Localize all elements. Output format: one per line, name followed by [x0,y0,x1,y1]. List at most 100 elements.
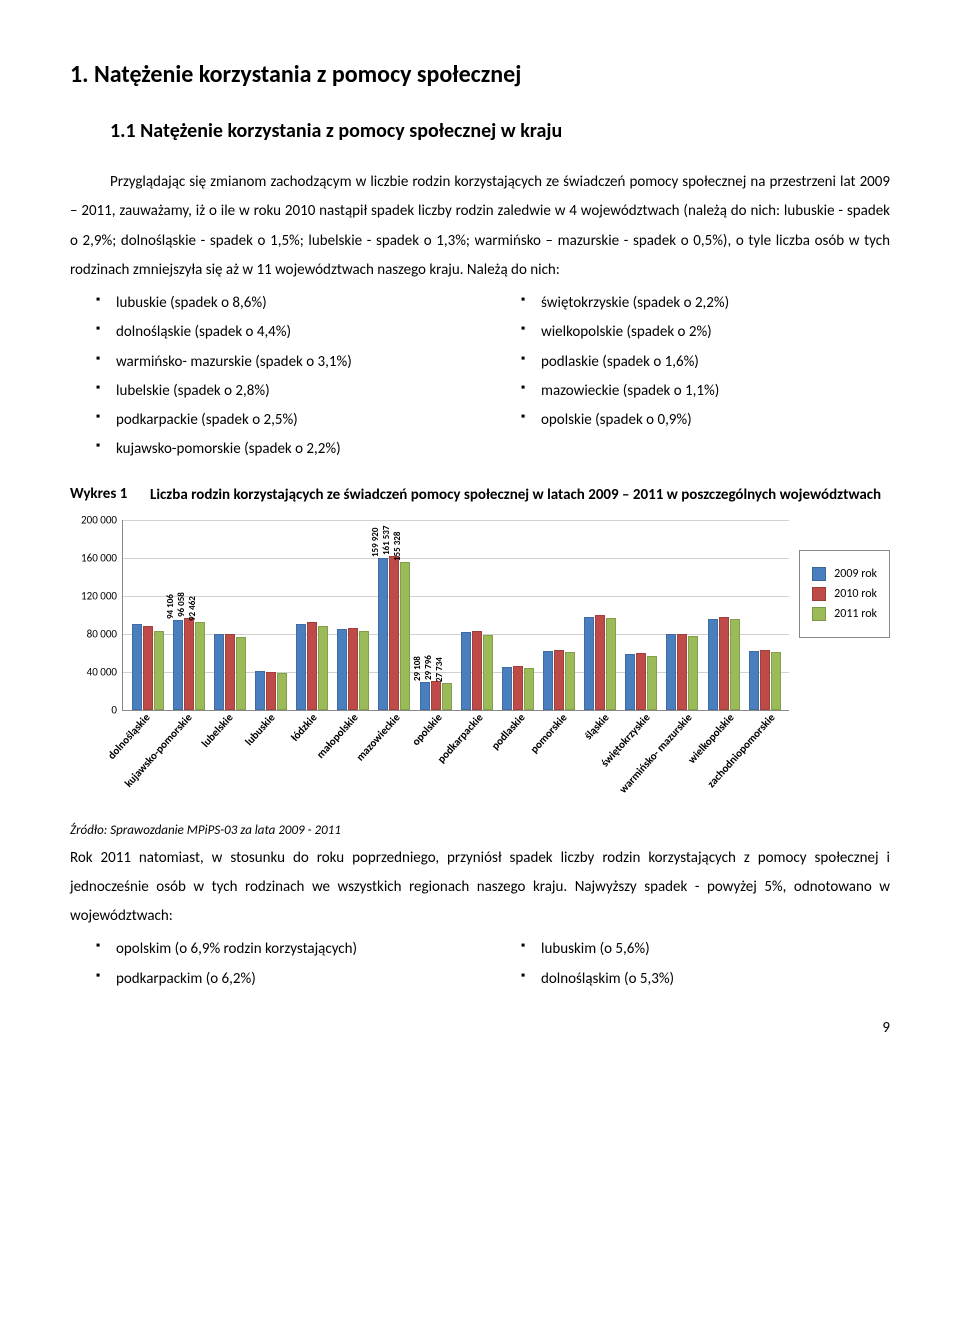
bar-group [621,520,662,710]
list-item: wielkopolskie (spadek o 2%) [495,318,890,347]
legend-item: 2010 rok [812,587,877,601]
legend-swatch [812,607,826,621]
bar [647,656,657,709]
list-item: warmińsko- mazurskie (spadek o 3,1%) [70,348,465,377]
y-tick-label: 40 000 [65,665,117,678]
bar-group [744,520,785,710]
bar: 27 734 [442,683,452,709]
bar [625,654,635,709]
legend-swatch [812,567,826,581]
decline-list-2: opolskim (o 6,9% rodzin korzystających)p… [70,935,890,994]
chart-number: Wykres 1 [70,485,150,506]
bar [296,624,306,710]
chart-source: Źródło: Sprawozdanie MPiPS-03 za lata 20… [70,823,890,838]
bar-value-label: 29 108 [412,656,423,681]
bar [307,622,317,709]
chart-plot-area: 040 00080 000120 000160 000200 00094 106… [122,520,789,711]
bar-value-label: 96 058 [176,592,187,617]
bar-group [209,520,250,710]
legend-label: 2010 rok [834,587,877,601]
bar [666,634,676,710]
bar-group: 159 920161 537155 328 [374,520,415,710]
bar-group [333,520,374,710]
bar [595,615,605,709]
bar [749,651,759,710]
list-item: dolnośląskim (o 5,3%) [495,965,890,994]
bar [708,619,718,709]
list-item: podkarpackim (o 6,2%) [70,965,465,994]
list-item: lubuskie (spadek o 8,6%) [70,289,465,318]
bar [154,631,164,710]
bar [337,629,347,710]
list-item: lubuskim (o 5,6%) [495,935,890,964]
bar [636,653,646,709]
bar [565,652,575,710]
legend-item: 2009 rok [812,567,877,581]
chart-x-axis: dolnośląskiekujawsko-pomorskielubelskiel… [122,711,789,811]
bar-group [703,520,744,710]
bar [730,619,740,709]
bar [277,673,287,709]
bar: 155 328 [400,562,410,710]
decline-list-1: lubuskie (spadek o 8,6%)dolnośląskie (sp… [70,289,890,465]
x-tick-label: lubelskie [199,711,236,750]
paragraph-2: Rok 2011 natomiast, w stosunku do roku p… [70,844,890,932]
heading-2: 1.1 Natężenie korzystania z pomocy społe… [110,119,890,143]
bar [225,634,235,709]
bar-group [456,520,497,710]
x-tick-label: łódzkie [288,711,319,744]
bar [584,617,594,709]
chart-legend: 2009 rok 2010 rok 2011 rok [799,550,890,638]
bar [236,637,246,709]
bar [513,666,523,710]
bar-group [580,520,621,710]
chart-caption: Wykres 1 Liczba rodzin korzystających ze… [70,485,890,506]
x-tick-label: lubuskie [242,711,277,748]
bar [688,636,698,709]
bar-group: 94 10696 05892 462 [168,520,209,710]
bar: 159 920 [378,558,388,710]
bar [255,671,265,710]
heading-1: 1. Natężenie korzystania z pomocy społec… [70,60,890,89]
bar-value-label: 92 462 [187,596,198,621]
bar [677,634,687,710]
paragraph-1: Przyglądając się zmianom zachodzącym w l… [70,168,890,285]
y-tick-label: 80 000 [65,627,117,640]
bar [502,667,512,710]
bar [214,634,224,710]
bar [771,652,781,710]
chart-title: Liczba rodzin korzystających ze świadcze… [150,485,881,506]
bar-group [497,520,538,710]
bar: 161 537 [389,556,399,709]
bar [760,650,770,710]
bar-chart: 040 00080 000120 000160 000200 00094 106… [70,520,890,811]
bar [461,632,471,710]
bar [719,617,729,709]
bar-value-label: 27 734 [434,657,445,682]
bar [359,631,369,710]
legend-label: 2009 rok [834,567,877,581]
bar-group [127,520,168,710]
list-item: podkarpackie (spadek o 2,5%) [70,406,465,435]
x-tick-label: opolskie [409,711,444,748]
legend-item: 2011 rok [812,607,877,621]
bar: 94 106 [173,620,183,709]
bar-group [538,520,579,710]
list-item: opolskim (o 6,9% rodzin korzystających) [70,935,465,964]
x-tick-label: śląskie [581,711,611,742]
y-tick-label: 160 000 [65,551,117,564]
bar-value-label: 161 537 [381,526,392,555]
bar: 29 108 [420,682,430,710]
bar [543,651,553,710]
bar-value-label: 29 796 [423,655,434,680]
list-item: świętokrzyskie (spadek o 2,2%) [495,289,890,318]
bar-group [662,520,703,710]
bar-group [250,520,291,710]
y-tick-label: 0 [65,703,117,716]
bar [472,631,482,710]
list-item: kujawsko-pomorskie (spadek o 2,2%) [70,435,465,464]
list-item: lubelskie (spadek o 2,8%) [70,377,465,406]
list-item: opolskie (spadek o 0,9%) [495,406,890,435]
bar-value-label: 94 106 [165,594,176,619]
bar [266,672,276,710]
